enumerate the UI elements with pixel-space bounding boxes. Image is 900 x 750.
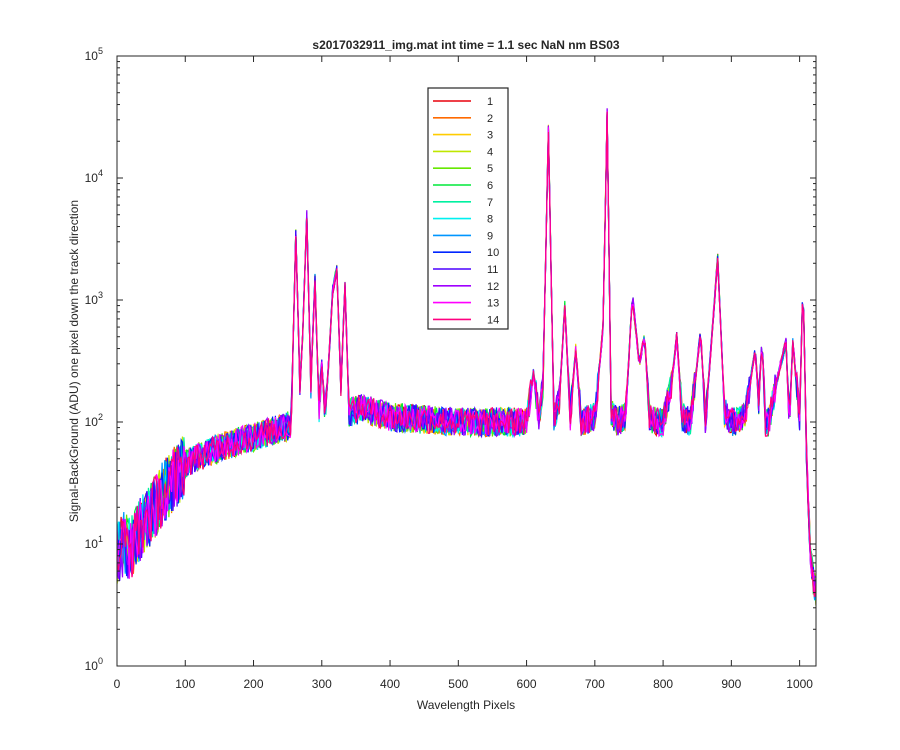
legend-label-14: 14 (487, 314, 499, 326)
x-tick-label: 1000 (786, 677, 813, 691)
y-tick-label: 102 (85, 412, 103, 429)
y-tick-label: 100 (85, 656, 103, 673)
x-tick-label: 600 (517, 677, 537, 691)
legend-label-10: 10 (487, 247, 499, 259)
series-line-14 (117, 111, 816, 598)
y-axis-label: Signal-BackGround (ADU) one pixel down t… (67, 200, 81, 522)
y-tick-label: 101 (85, 534, 103, 551)
y-tick-label: 103 (85, 290, 103, 307)
x-tick-label: 0 (114, 677, 121, 691)
x-axis-label: Wavelength Pixels (417, 698, 515, 712)
legend-label-2: 2 (487, 113, 493, 125)
legend-label-1: 1 (487, 96, 493, 108)
legend-label-7: 7 (487, 197, 493, 209)
x-tick-label: 400 (380, 677, 400, 691)
legend-label-11: 11 (487, 264, 498, 276)
x-tick-label: 200 (244, 677, 264, 691)
y-tick-label: 104 (85, 168, 103, 185)
series-layer (117, 108, 816, 607)
chart-title: s2017032911_img.mat int time = 1.1 sec N… (312, 38, 619, 52)
axes-box (116, 55, 817, 667)
legend-label-4: 4 (487, 146, 493, 158)
legend-label-12: 12 (487, 281, 499, 293)
x-tick-label: 300 (312, 677, 332, 691)
axes-layer: 0 100 200 300 400 500 600 700 800 900 100010010110… (85, 46, 817, 691)
x-tick-label: 500 (448, 677, 468, 691)
x-tick-label: 800 (653, 677, 673, 691)
x-tick-label: 900 (721, 677, 741, 691)
legend-box (427, 87, 509, 330)
legend-label-5: 5 (487, 163, 493, 175)
legend-label-13: 13 (487, 298, 499, 310)
y-tick-label: 105 (85, 46, 103, 63)
x-tick-label: 700 (585, 677, 605, 691)
legend-label-8: 8 (487, 214, 493, 226)
legend-label-3: 3 (487, 130, 493, 142)
x-tick-label: 100 (175, 677, 195, 691)
legend-label-6: 6 (487, 180, 493, 192)
legend-label-9: 9 (487, 230, 493, 242)
